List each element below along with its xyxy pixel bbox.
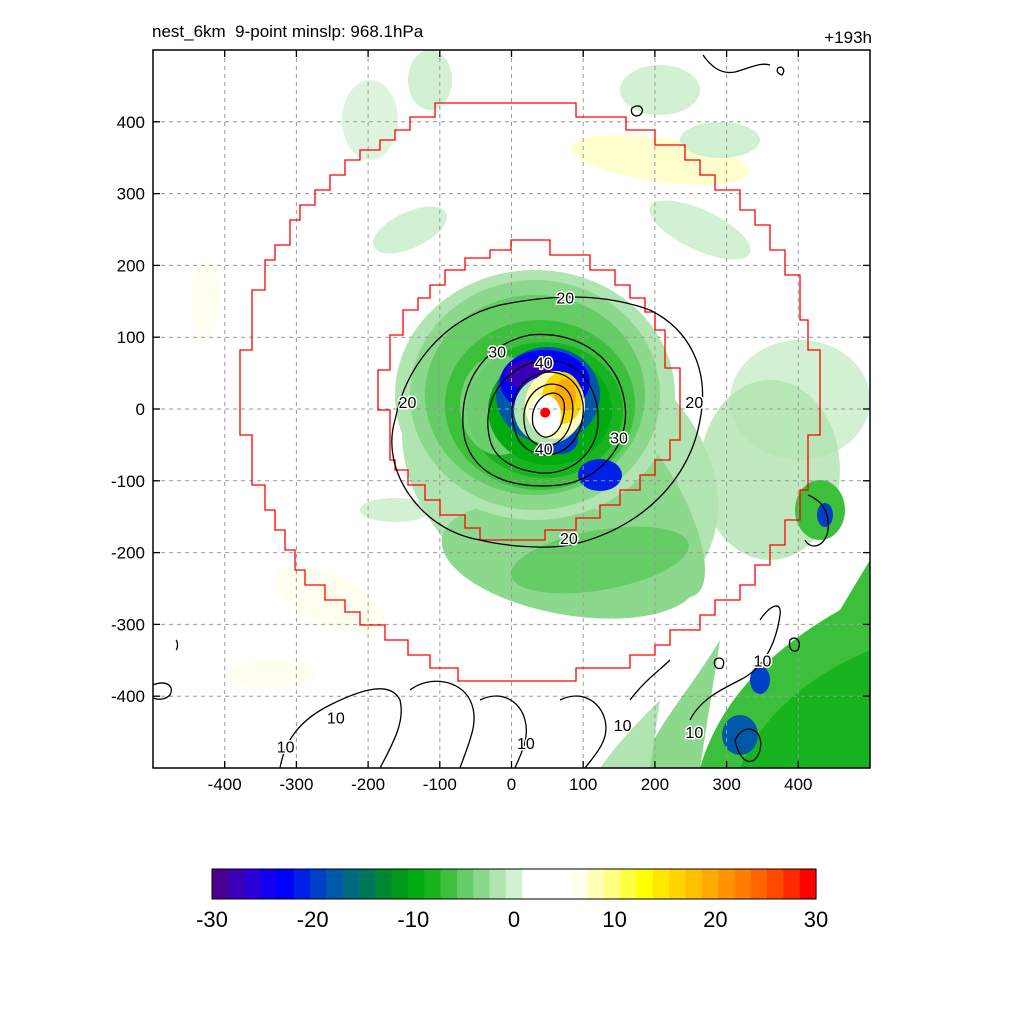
colorbar-swatch xyxy=(440,869,458,899)
colorbar-swatch xyxy=(424,869,442,899)
wind-contours xyxy=(153,54,829,768)
colorbar-swatch xyxy=(456,869,474,899)
colorbar-swatch xyxy=(375,869,393,899)
contour-label: 20 xyxy=(560,531,578,548)
colorbar-tick-label: 30 xyxy=(804,907,828,932)
colorbar-swatch xyxy=(244,869,262,899)
axes: -400 -300 -200 -100 0 100 200 300 40040030020010… xyxy=(111,50,870,794)
colorbar-swatch xyxy=(799,869,817,899)
storm-center-marker xyxy=(540,407,551,418)
y-tick-label: -400 xyxy=(111,687,145,706)
y-tick-label: 100 xyxy=(117,328,145,347)
contour-label: 20 xyxy=(399,395,417,412)
colorbar-swatch xyxy=(783,869,801,899)
colorbar-swatch xyxy=(603,869,621,899)
colorbar-swatch xyxy=(342,869,360,899)
colorbar-tick-label: -20 xyxy=(297,907,329,932)
colorbar-swatch xyxy=(620,869,638,899)
colorbar-swatch xyxy=(685,869,703,899)
contour-label: 40 xyxy=(535,441,553,458)
colorbar-swatch xyxy=(652,869,670,899)
contour-label: 10 xyxy=(754,653,772,670)
contour-label: 10 xyxy=(277,739,295,756)
contour-labels: 20 30 40 20 20 30 40 20 10 10 10 10 10 10 xyxy=(275,289,773,758)
x-tick-label: -400 xyxy=(208,775,242,794)
colorbar: -30 -20 -10 0 10 20 30 xyxy=(196,868,828,932)
x-tick-label: 0 xyxy=(507,775,516,794)
contour-label: 30 xyxy=(488,345,506,362)
contour-label: 20 xyxy=(685,395,703,412)
colorbar-swatch xyxy=(587,869,605,899)
colorbar-swatch xyxy=(669,869,687,899)
y-tick-label: 0 xyxy=(136,400,145,419)
y-tick-label: -300 xyxy=(111,615,145,634)
y-tick-label: 300 xyxy=(117,185,145,204)
x-tick-label: -300 xyxy=(279,775,313,794)
colorbar-swatch xyxy=(293,869,311,899)
colorbar-swatch xyxy=(538,869,556,899)
colorbar-swatch xyxy=(407,869,425,899)
colorbar-swatch xyxy=(473,869,491,899)
colorbar-swatch xyxy=(309,869,327,899)
colorbar-swatch xyxy=(767,869,784,899)
forecast-hour: +193h xyxy=(824,28,872,47)
colorbar-swatch xyxy=(571,869,589,899)
colorbar-tick-label: -10 xyxy=(397,907,429,932)
y-tick-label: -200 xyxy=(111,544,145,563)
colorbar-swatch xyxy=(358,869,376,899)
colorbar-swatch xyxy=(750,869,768,899)
colorbar-swatch xyxy=(718,869,735,899)
colorbar-swatch xyxy=(228,869,246,899)
colorbar-swatch xyxy=(212,869,229,899)
colorbar-swatch xyxy=(734,869,752,899)
contour-label: 10 xyxy=(614,718,632,735)
contour-label: 10 xyxy=(685,725,703,742)
y-tick-label: 400 xyxy=(117,113,145,132)
contour-label: 10 xyxy=(517,736,535,753)
colorbar-swatch xyxy=(505,869,523,899)
x-tick-label: -200 xyxy=(351,775,385,794)
x-tick-label: 300 xyxy=(712,775,740,794)
colorbar-swatch xyxy=(391,869,409,899)
colorbar-swatch xyxy=(326,869,344,899)
colorbar-tick-label: 10 xyxy=(602,907,626,932)
contour-label: 40 xyxy=(535,355,553,372)
colorbar-swatch xyxy=(260,869,278,899)
contour-label: 10 xyxy=(327,711,345,728)
colorbar-tick-label: -30 xyxy=(196,907,228,932)
contour-label: 30 xyxy=(610,431,628,448)
colorbar-tick-label: 20 xyxy=(703,907,727,932)
x-tick-label: 100 xyxy=(569,775,597,794)
x-tick-label: -100 xyxy=(423,775,457,794)
colorbar-swatch xyxy=(522,869,540,899)
colorbar-swatch xyxy=(554,869,572,899)
chart-title: nest_6km 9-point minslp: 968.1hPa xyxy=(152,22,424,41)
x-tick-label: 400 xyxy=(784,775,812,794)
y-tick-label: -100 xyxy=(111,472,145,491)
colorbar-frame xyxy=(211,868,817,900)
contour-label: 20 xyxy=(556,291,574,308)
x-tick-label: 200 xyxy=(641,775,669,794)
colorbar-swatch xyxy=(489,869,507,899)
colorbar-swatch xyxy=(701,869,719,899)
colorbar-tick-label: 0 xyxy=(508,907,520,932)
y-tick-label: 200 xyxy=(117,256,145,275)
colorbar-swatch xyxy=(636,869,654,899)
colorbar-swatch xyxy=(277,869,295,899)
